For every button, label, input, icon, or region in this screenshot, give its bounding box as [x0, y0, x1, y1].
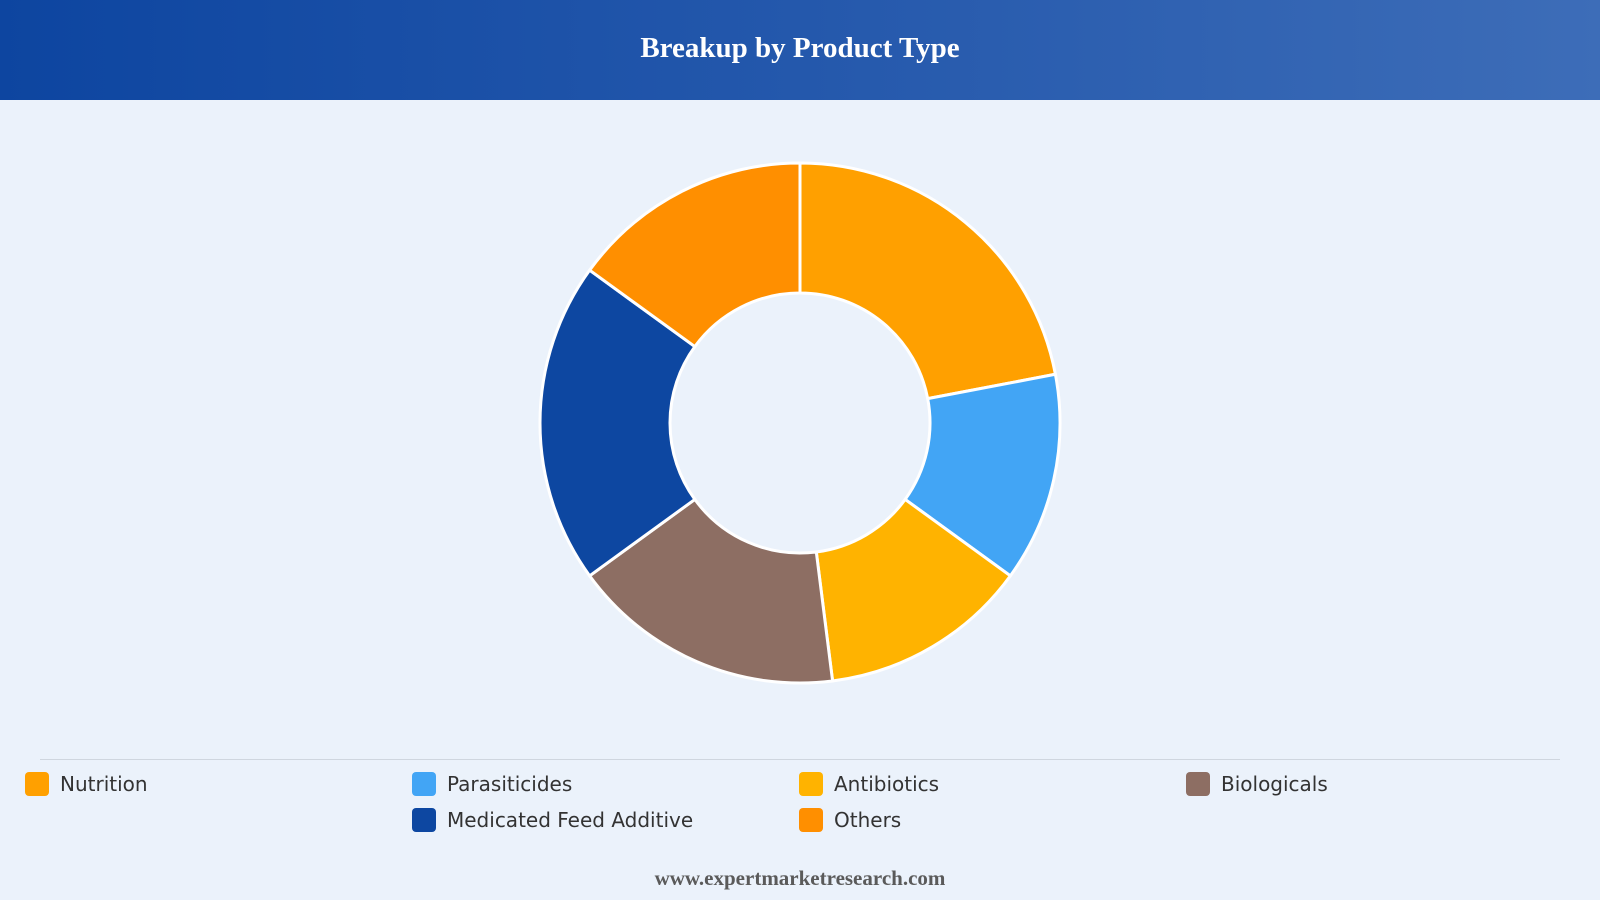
legend-item-biologicals[interactable]: Biologicals [1186, 770, 1328, 798]
legend-label-others: Others [834, 808, 902, 832]
legend-swatch-biologicals [1186, 772, 1210, 796]
donut-slice-biologicals[interactable] [588, 497, 835, 685]
donut-slice-medicated-feed-additive[interactable] [538, 268, 697, 578]
legend-label-nutrition: Nutrition [60, 772, 148, 796]
legend-item-parasiticides[interactable]: Parasiticides [412, 770, 572, 798]
legend-label-parasiticides: Parasiticides [447, 772, 573, 796]
legend-item-others[interactable]: Others [799, 806, 901, 834]
source-url: www.expertmarketresearch.com [654, 866, 946, 890]
legend-swatch-medicated-feed-additive [412, 808, 436, 832]
legend-swatch-others [799, 808, 823, 832]
legend-swatch-antibiotics [799, 772, 823, 796]
legend-label-antibiotics: Antibiotics [834, 772, 940, 796]
legend-swatch-parasiticides [412, 772, 436, 796]
chart-title: Breakup by Product Type [640, 31, 960, 64]
legend-item-antibiotics[interactable]: Antibiotics [799, 770, 939, 798]
donut-chart [538, 161, 1062, 685]
chart-legend: Nutrition Parasiticides Antibiotics Biol… [0, 770, 1600, 850]
legend-swatch-nutrition [25, 772, 49, 796]
legend-item-nutrition[interactable]: Nutrition [25, 770, 148, 798]
chart-header: Breakup by Product Type [0, 0, 1600, 100]
legend-label-medicated-feed-additive: Medicated Feed Additive [447, 808, 694, 832]
donut-slice-nutrition[interactable] [798, 161, 1057, 401]
donut-slice-others[interactable] [588, 161, 802, 349]
legend-item-medicated-feed-additive[interactable]: Medicated Feed Additive [412, 806, 693, 834]
legend-label-biologicals: Biologicals [1221, 772, 1328, 796]
legend-divider [40, 759, 1560, 760]
